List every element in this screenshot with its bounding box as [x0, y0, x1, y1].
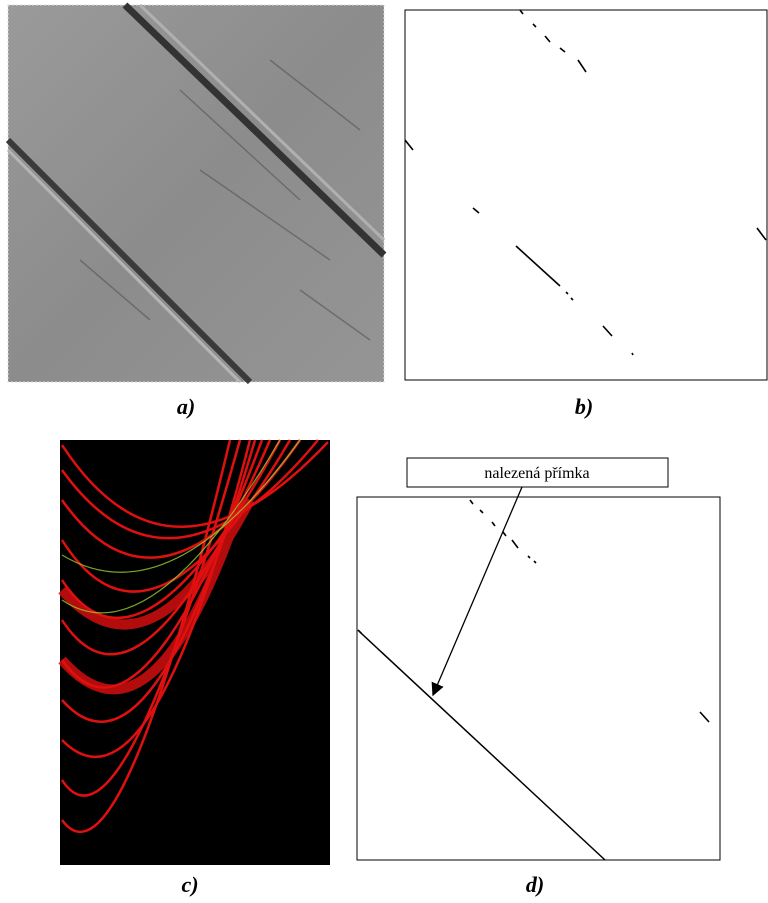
caption: b): [575, 394, 593, 419]
panel-d: nalezená přímka: [357, 458, 720, 860]
caption: a): [177, 394, 195, 419]
annotation: nalezená přímka: [484, 465, 589, 482]
frame: [405, 10, 767, 380]
figure: a) b) c): [0, 0, 768, 903]
frame: [357, 497, 720, 860]
caption: d): [526, 872, 544, 897]
panel-b: [405, 10, 767, 380]
caption: c): [181, 872, 198, 897]
panel-a: [8, 5, 384, 382]
panel-c: [60, 440, 330, 865]
